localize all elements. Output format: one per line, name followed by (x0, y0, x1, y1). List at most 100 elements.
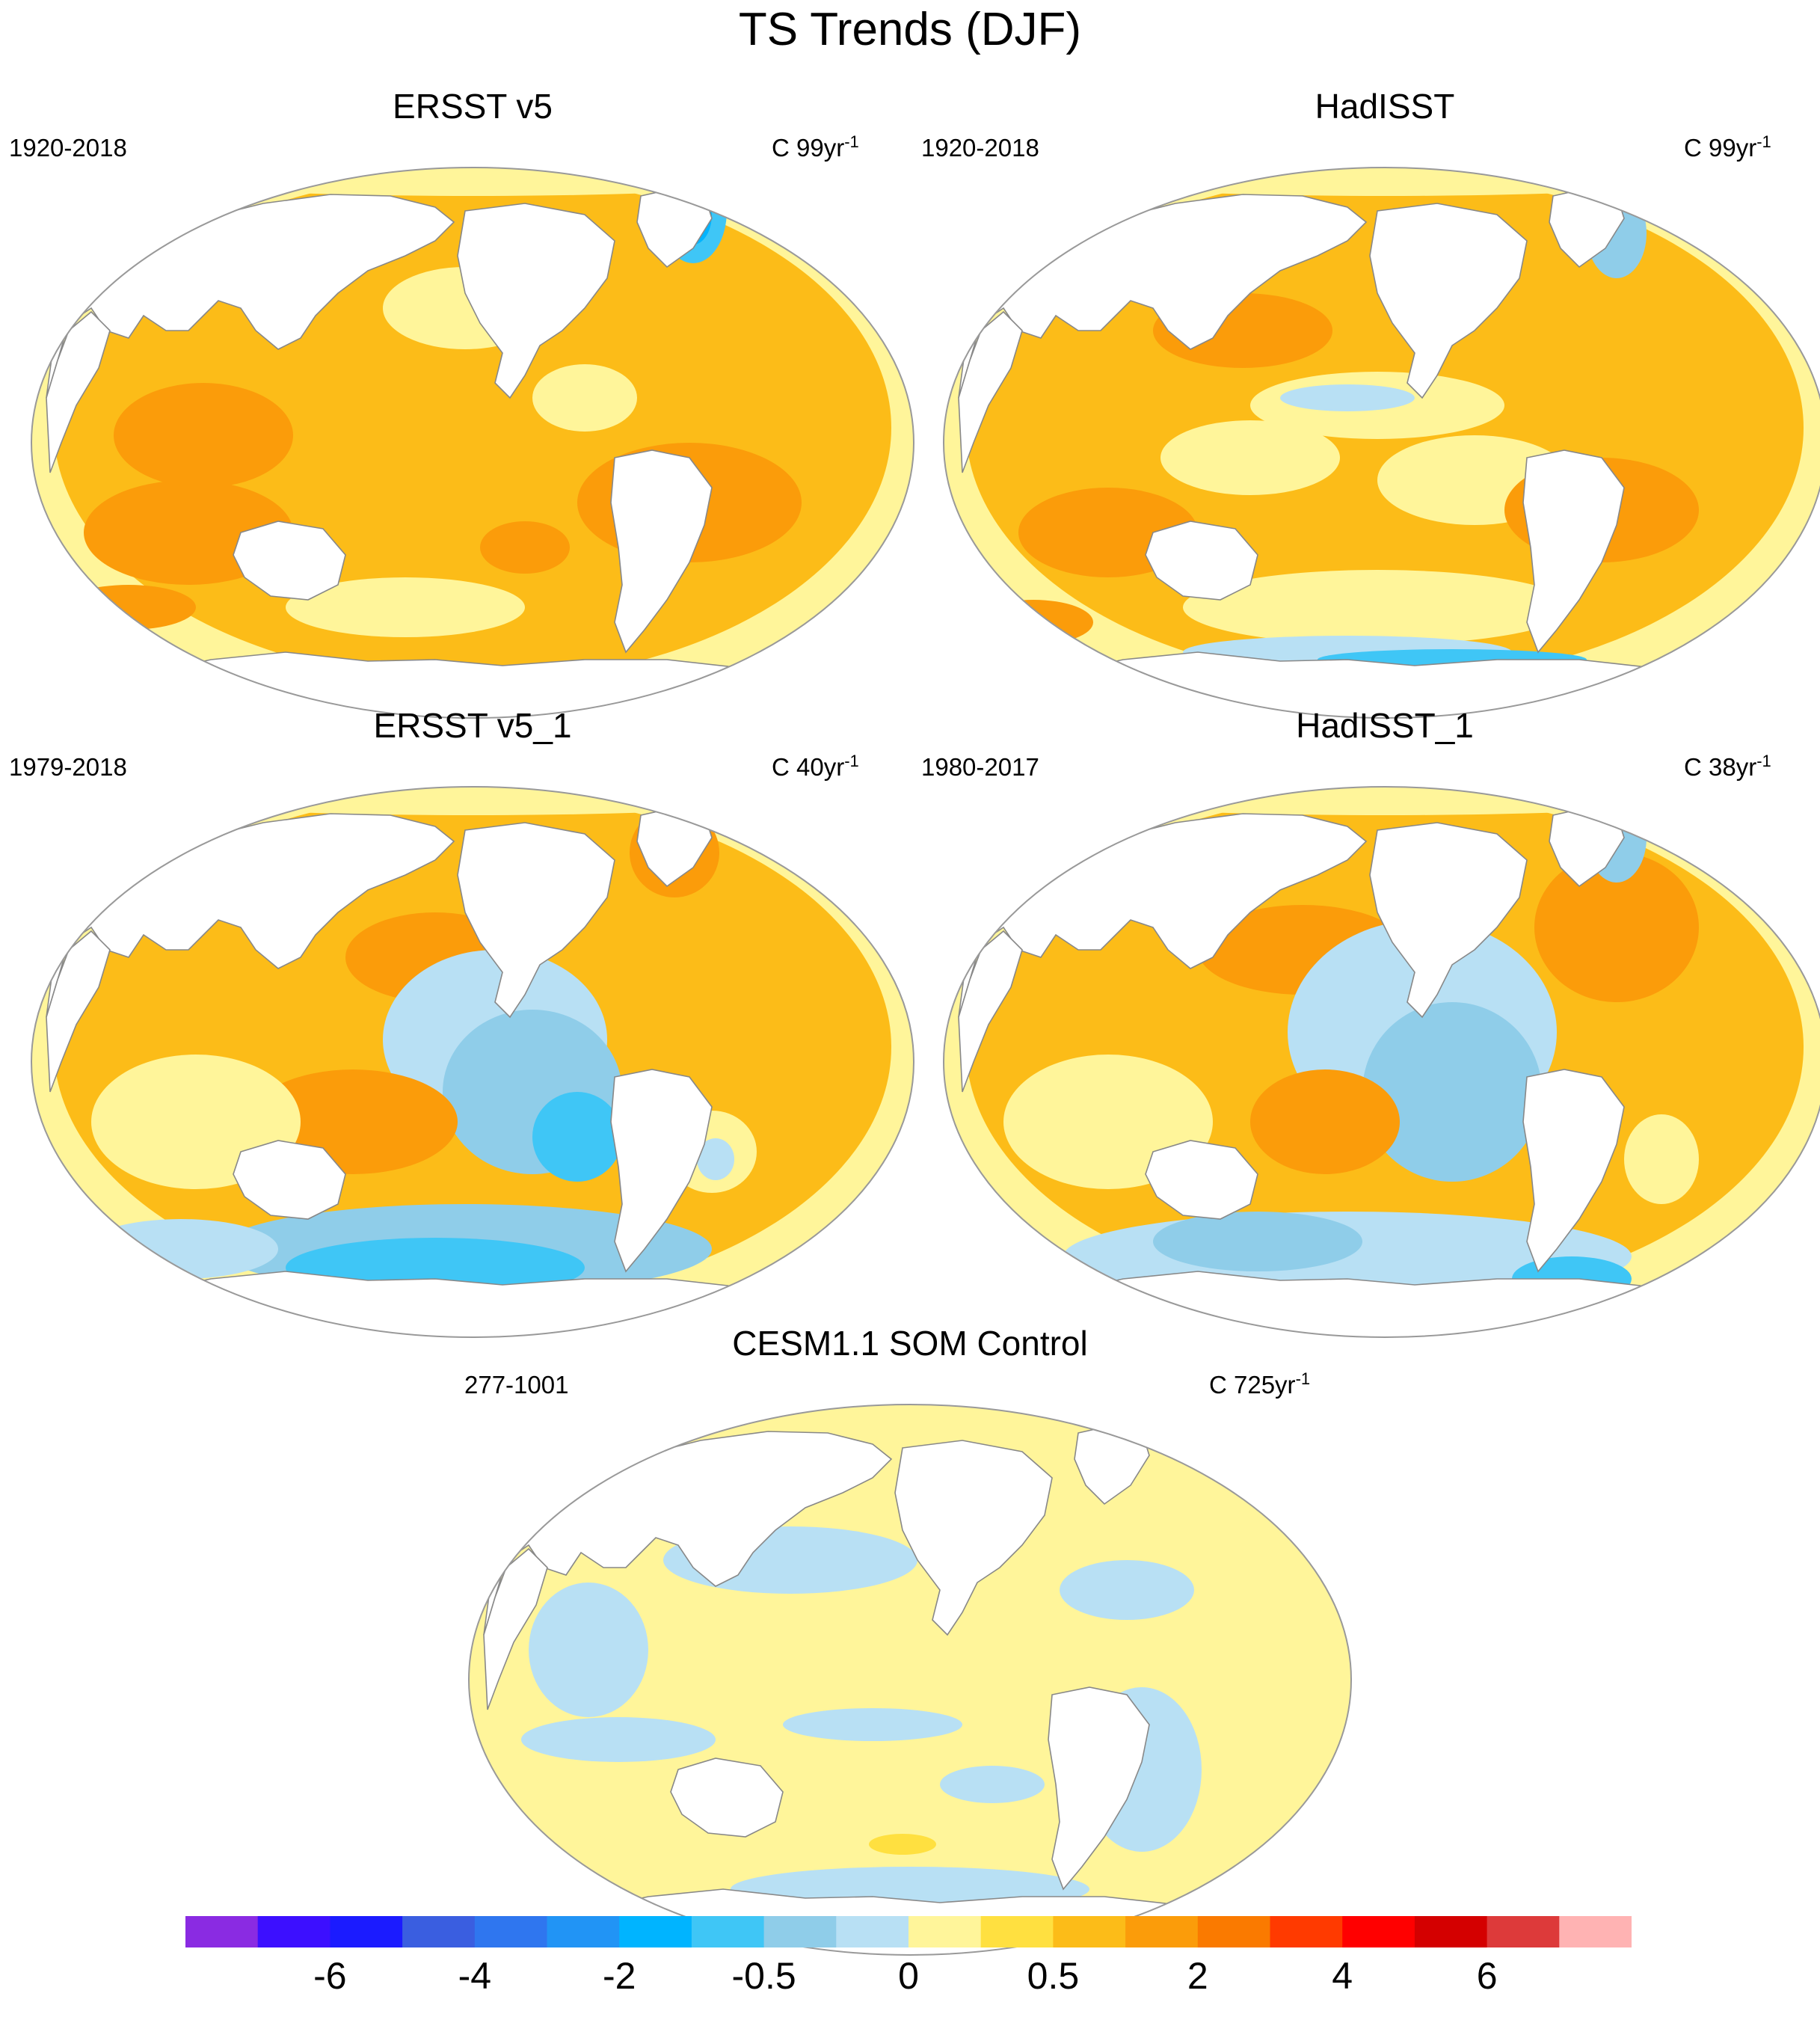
colorbar-tick-label: -0.5 (731, 1955, 796, 1997)
land-southAmerica (1048, 1686, 1150, 1891)
trend-map (943, 167, 1820, 719)
trend-contour-region (532, 364, 637, 432)
land-australia (233, 521, 346, 601)
colorbar-bin (1342, 1916, 1415, 1947)
panel-ersst-v5-1: ERSST v5_1 1979-2018 C 40yr-1 (9, 703, 929, 1346)
trend-contour-region (521, 1717, 716, 1762)
land-africa (483, 1547, 548, 1710)
land-australia (1145, 1140, 1258, 1220)
land-northAmerica (1369, 822, 1528, 1019)
colorbar-bin (980, 1916, 1054, 1947)
map-boundary (943, 167, 1820, 719)
trend-contour-region (1183, 570, 1572, 645)
trend-map (31, 167, 914, 719)
land-australia (1145, 521, 1258, 601)
colorbar-bin (185, 1916, 259, 1947)
map-boundary (468, 1404, 1352, 1956)
units-label: C 99yr-1 (1684, 132, 1771, 162)
colorbar-bin (836, 1916, 909, 1947)
trend-contour-region (1153, 1212, 1362, 1271)
map-field (31, 787, 914, 1337)
trend-contour-region (114, 383, 293, 488)
land-australia (233, 1140, 346, 1220)
trend-contour-region (84, 1219, 278, 1279)
colorbar-bin (1487, 1916, 1560, 1947)
map-field (31, 168, 914, 718)
trend-contour-region (1280, 384, 1415, 411)
trend-contour-region (1534, 853, 1699, 1002)
colorbar-tick-label: 2 (1187, 1955, 1208, 1997)
colorbar-bin (691, 1916, 765, 1947)
land-northAmerica (457, 822, 615, 1019)
panel-title: HadISST_1 (1296, 706, 1474, 745)
land-northAmerica (894, 1440, 1053, 1636)
land-africa (958, 310, 1023, 473)
trend-contour-region (783, 1708, 962, 1741)
trend-contour-region (1362, 1002, 1542, 1182)
trend-contour-region (1060, 1560, 1194, 1620)
colorbar-bin (474, 1916, 547, 1947)
colorbar-tick-label: 0.5 (1027, 1955, 1080, 1997)
trend-contour-region (529, 1583, 648, 1717)
map-boundary (943, 786, 1820, 1338)
colorbar-bin (257, 1916, 331, 1947)
panel-title: CESM1.1 SOM Control (732, 1324, 1088, 1363)
trend-contour-region (532, 1092, 622, 1182)
colorbar-bin (1125, 1916, 1199, 1947)
trend-contour-region (940, 1766, 1045, 1803)
period-label: 277-1001 (464, 1371, 569, 1399)
colorbar (185, 1916, 1632, 1947)
land-northAmerica (1369, 203, 1528, 399)
colorbar-bin (619, 1916, 692, 1947)
colorbar-bin (547, 1916, 620, 1947)
land-australia (670, 1758, 784, 1838)
trend-contour-region (1624, 1114, 1699, 1204)
colorbar-bin (1414, 1916, 1488, 1947)
land-southAmerica (610, 1069, 713, 1273)
panel-cesm-som-control: CESM1.1 SOM Control 277-1001 C 725yr-1 (454, 1321, 1366, 1964)
trend-contour-region (1160, 420, 1340, 495)
colorbar-tick-label: 6 (1476, 1955, 1498, 1997)
trend-contour-region (286, 577, 525, 637)
colorbar-bin (1270, 1916, 1343, 1947)
units-label: C 38yr-1 (1684, 752, 1771, 781)
colorbar-tick-label: -4 (458, 1955, 492, 1997)
colorbar-tick-label: 4 (1332, 1955, 1353, 1997)
map-boundary (31, 786, 914, 1338)
colorbar-bin (1053, 1916, 1126, 1947)
period-label: 1980-2017 (921, 753, 1039, 781)
units-label: C 99yr-1 (772, 132, 859, 162)
land-southAmerica (1522, 449, 1625, 654)
figure-title: TS Trends (DJF) (738, 4, 1082, 55)
trend-contour-region (1026, 787, 1744, 815)
colorbar-tick-label: -6 (313, 1955, 347, 1997)
panel-hadisst: HadISST 1920-2018 C 99yr-1 (921, 84, 1820, 727)
trend-contour-region (114, 168, 831, 196)
map-boundary (31, 167, 914, 719)
panel-title: ERSST v5_1 (373, 706, 572, 745)
colorbar-bin (763, 1916, 837, 1947)
land-africa (46, 930, 111, 1093)
trend-contour-region (697, 1138, 734, 1180)
trend-contour-region (1026, 168, 1744, 196)
trend-map (31, 786, 914, 1338)
land-africa (46, 310, 111, 473)
colorbar-bin (402, 1916, 476, 1947)
panel-title: ERSST v5 (393, 87, 553, 126)
panel-ersst-v5: ERSST v5 1920-2018 C 99yr-1 (9, 84, 929, 727)
land-africa (958, 930, 1023, 1093)
colorbar-bin (1559, 1916, 1632, 1947)
map-field (944, 787, 1820, 1337)
colorbar-tick-label: 0 (898, 1955, 919, 1997)
trend-contour-region (480, 521, 570, 574)
panel-title: HadISST (1315, 87, 1455, 126)
land-northAmerica (457, 203, 615, 399)
units-label: C 725yr-1 (1209, 1369, 1311, 1399)
panel-hadisst-1: HadISST_1 1980-2017 C 38yr-1 (921, 703, 1820, 1346)
trend-contour-region (61, 585, 196, 630)
land-southAmerica (610, 449, 713, 654)
trend-map (943, 786, 1820, 1338)
period-label: 1920-2018 (921, 134, 1039, 162)
colorbar-tick-label: -2 (602, 1955, 636, 1997)
trend-contour-region (974, 600, 1093, 645)
